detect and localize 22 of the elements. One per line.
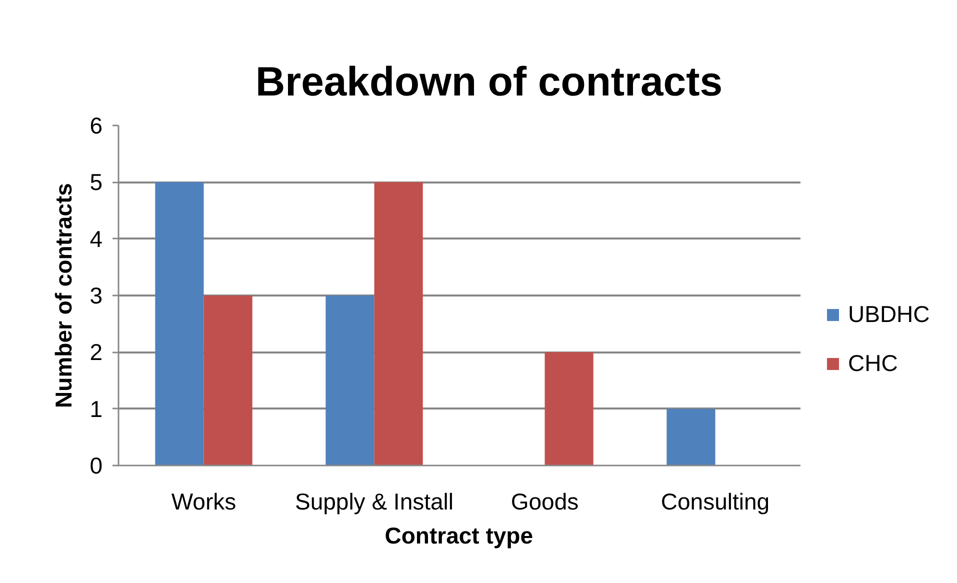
legend-label: UBDHC (848, 301, 930, 328)
y-tick-label: 6 (90, 112, 103, 138)
y-tick-label: 3 (90, 282, 103, 308)
y-tick-label: 1 (90, 396, 103, 422)
x-axis-title: Contract type (384, 522, 533, 548)
bar (155, 182, 204, 466)
bar (326, 296, 374, 466)
x-tick-label: Works (171, 488, 236, 514)
bar (544, 352, 594, 466)
chart-title: Breakdown of contracts (256, 58, 723, 104)
bar (204, 296, 252, 466)
y-tick-label: 4 (90, 226, 103, 252)
legend-label: CHC (848, 350, 898, 377)
x-tick-label: Consulting (660, 488, 770, 514)
bar (666, 408, 716, 466)
y-tick-label: 5 (90, 169, 103, 196)
bar (374, 182, 423, 466)
x-tick-label: Goods (510, 488, 579, 514)
x-tick-label: Supply & Install (294, 488, 454, 514)
y-tick-label: 2 (90, 339, 103, 366)
y-axis-title: Number of contracts (50, 183, 77, 408)
y-tick-label: 0 (90, 452, 103, 478)
